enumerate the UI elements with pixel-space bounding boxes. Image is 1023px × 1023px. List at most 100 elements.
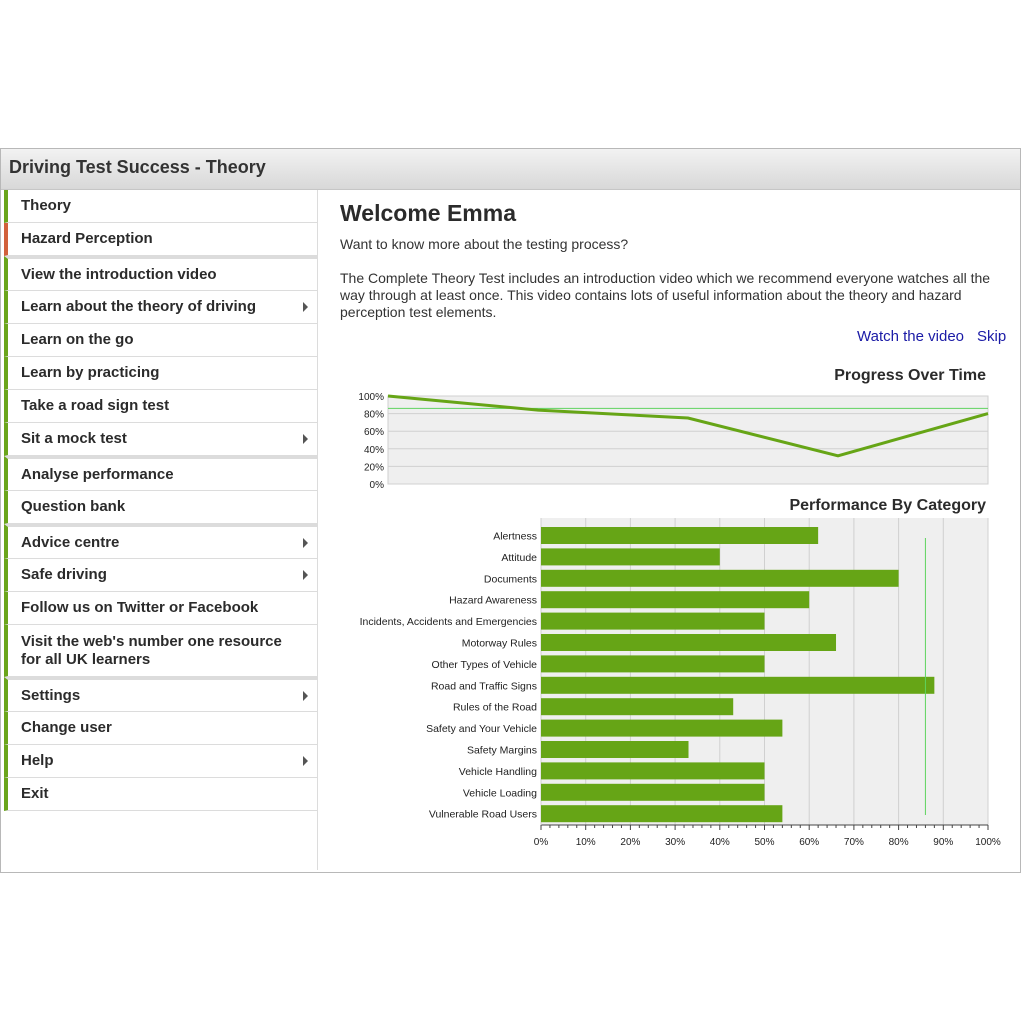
sidebar-item-label: Learn about the theory of driving [21,298,257,315]
category-label: Rules of the Road [453,702,537,714]
x-tick-label: 10% [576,837,596,848]
category-label: Vehicle Loading [463,787,537,799]
y-tick-label: 0% [370,480,385,491]
sidebar-item-label: Change user [21,719,112,736]
chevron-right-icon [303,537,308,548]
performance-chart-title: Performance By Category [789,497,986,514]
chevron-right-icon [303,690,308,701]
bar [541,783,765,801]
watch-video-link[interactable]: Watch the video [857,328,964,345]
x-tick-label: 80% [889,837,909,848]
sidebar-item-follow-us[interactable]: Follow us on Twitter or Facebook [4,592,317,625]
performance-by-category-chart: 0% 10% 20% 30% 40% 50% 60% 70% 80% 90% 100% Alertne… [360,518,1001,848]
category-label: Vehicle Handling [459,766,537,778]
y-tick-label: 80% [364,410,384,421]
skip-link[interactable]: Skip [977,328,1007,345]
category-label: Safety Margins [467,745,537,757]
sidebar-item-learn-on-the-go[interactable]: Learn on the go [4,324,317,357]
sidebar-item-safe-driving[interactable]: Safe driving [4,559,317,592]
category-label: Documents [484,573,537,585]
sidebar-item-mock-test[interactable]: Sit a mock test [4,423,317,456]
category-label: Other Types of Vehicle [432,659,538,671]
progress-series-line [387,394,989,458]
page-title: Welcome Emma [340,200,516,226]
bar [541,698,734,716]
x-tick-label: 90% [933,837,953,848]
bar [541,719,783,737]
sidebar-item-label: Visit the web's number one resource for … [21,633,282,669]
sidebar-item-label: Advice centre [21,533,120,551]
sidebar-item-introduction-video[interactable]: View the introduction video [4,256,317,291]
x-tick-label: 20% [620,837,640,848]
x-tick-label: 100% [975,837,1001,848]
bar [541,805,783,823]
chevron-right-icon [303,570,308,580]
sidebar-menu: Theory Hazard Perception View the introd… [4,190,318,870]
sidebar-item-label-line1: Visit the web's number one resource [21,632,282,650]
progress-over-time-chart: 100% 80% 60% 40% 20% 0% [358,392,989,491]
sidebar-item-learn-theory[interactable]: Learn about the theory of driving [4,291,317,324]
category-label: Road and Traffic Signs [431,680,537,692]
sidebar-item-theory[interactable]: Theory [4,190,317,223]
progress-chart-title: Progress Over Time [834,367,986,384]
intro-paragraph: The Complete Theory Test includes an int… [340,270,991,320]
sidebar-item-exit[interactable]: Exit [4,778,317,811]
plot-area [387,395,989,485]
bar [541,527,819,544]
chevron-right-icon [303,302,308,312]
bar [541,762,765,780]
category-label: Alertness [493,531,537,543]
x-tick-label: 60% [799,837,819,848]
title-bar: Driving Test Success - Theory [1,149,1020,190]
sidebar-item-advice-centre[interactable]: Advice centre [4,524,317,559]
main-content: Welcome Emma Want to know more about the… [318,190,1018,870]
x-tick-label: 30% [665,837,685,848]
category-label: Safety and Your Vehicle [426,723,537,735]
sidebar-item-analyse-performance[interactable]: Analyse performance [4,456,317,491]
category-label: Motorway Rules [462,638,537,650]
bar [541,634,837,651]
bar [541,612,765,630]
y-tick-label: 100% [358,392,384,403]
bar [541,655,765,673]
sidebar-item-label: Exit [21,785,49,802]
sidebar-item-label: Follow us on Twitter or Facebook [21,599,259,616]
category-label: Vulnerable Road Users [429,809,537,821]
sidebar-item-question-bank[interactable]: Question bank [4,491,317,524]
y-tick-label: 20% [364,462,384,473]
category-label: Attitude [501,552,537,564]
sidebar-item-label: Analyse performance [21,465,174,483]
sidebar-item-label: Learn on the go [21,331,134,348]
y-tick-label: 60% [364,427,384,438]
y-tick-label: 40% [364,445,384,456]
sidebar-item-learn-by-practicing[interactable]: Learn by practicing [4,357,317,390]
category-label: Hazard Awareness [449,595,537,607]
chevron-right-icon [303,756,308,766]
sidebar-item-help[interactable]: Help [4,745,317,778]
sidebar-item-label: Sit a mock test [21,430,127,447]
sidebar-item-settings[interactable]: Settings [4,677,317,712]
app-window: Driving Test Success - Theory Theory Haz… [0,148,1021,873]
sidebar-item-change-user[interactable]: Change user [4,712,317,745]
sidebar-item-label-line2: for all UK learners [21,650,151,668]
sidebar-item-label: Learn by practicing [21,364,160,381]
bar [541,548,720,566]
sidebar-item-road-sign-test[interactable]: Take a road sign test [4,390,317,423]
sidebar-item-label: Question bank [21,498,126,515]
sidebar-item-hazard-perception[interactable]: Hazard Perception [4,223,317,256]
sidebar-item-label: Safe driving [21,566,107,583]
bar [541,569,899,587]
x-tick-label: 40% [710,837,730,848]
chevron-right-icon [303,434,308,444]
sidebar-item-label: Hazard Perception [21,230,153,247]
bar [541,741,689,758]
x-tick-label: 70% [844,837,864,848]
sidebar-item-label: Take a road sign test [21,397,170,414]
sidebar-item-web-resource[interactable]: Visit the web's number one resource for … [4,625,317,677]
sidebar-item-label: Theory [21,197,72,214]
category-label: Incidents, Accidents and Emergencies [360,616,537,628]
sidebar-item-label: View the introduction video [21,265,217,283]
window-title: Driving Test Success - Theory [9,157,266,177]
intro-question: Want to know more about the testing proc… [340,236,629,252]
sidebar-item-label: Settings [21,686,81,704]
